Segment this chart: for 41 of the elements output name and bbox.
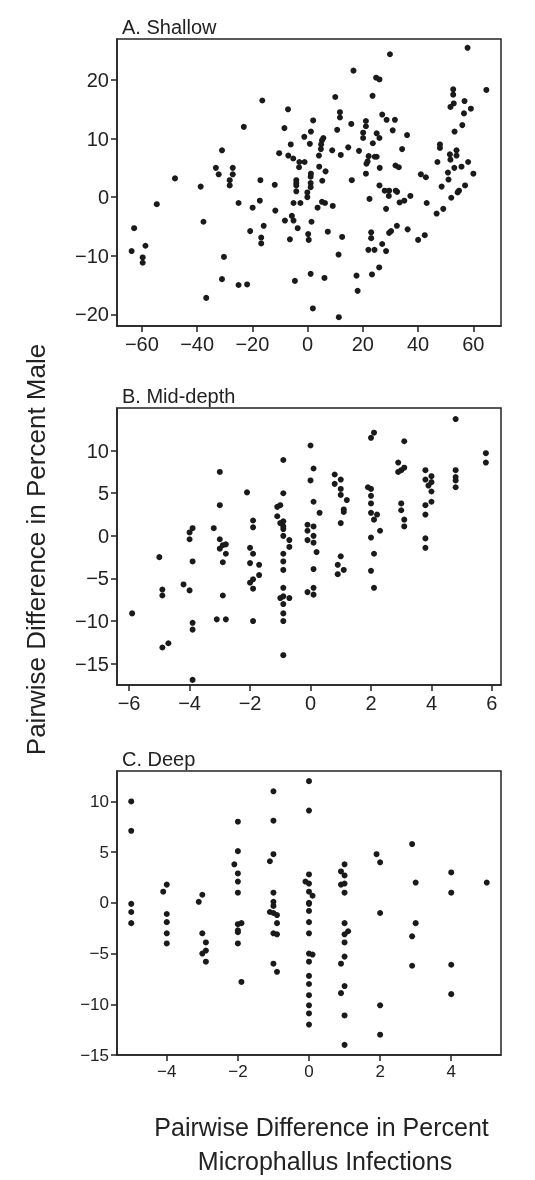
y-tick-label: 5 [99, 842, 109, 862]
x-tick-label: −6 [117, 692, 141, 714]
x-tick-label: 60 [462, 333, 485, 355]
y-tick-label: 0 [99, 893, 109, 913]
x-tick-label: −4 [178, 692, 201, 714]
y-tick-label: 10 [86, 127, 109, 150]
x-tick-label: 0 [304, 692, 317, 714]
x-axis-title: Pairwise Difference in Percent Microphallus Infections [154, 1113, 496, 1175]
x-tick-label: −2 [228, 1062, 248, 1081]
x-tick-label: −4 [157, 1062, 177, 1081]
y-tick-label: 10 [90, 791, 109, 811]
x-tick-label: 6 [486, 692, 498, 714]
y-tick-label: −15 [80, 1045, 109, 1065]
y-tick-label: −10 [75, 610, 109, 633]
chart-title: A. Shallow [122, 16, 218, 38]
x-tick-label: 20 [351, 333, 374, 355]
x-tick-label: −40 [180, 333, 215, 355]
y-tick-label: −5 [89, 944, 109, 964]
x-tick-label: 2 [365, 692, 377, 714]
x-tick-label: 0 [304, 1062, 314, 1081]
y-tick-label: 20 [86, 69, 109, 91]
chart-title: C. Deep [122, 748, 196, 770]
y-tick-label: −20 [75, 303, 109, 326]
y-tick-label: −10 [80, 994, 109, 1014]
x-tick-label: 40 [407, 333, 430, 355]
x-tick-label: −20 [235, 333, 270, 355]
y-tick-label: 5 [97, 482, 109, 505]
x-tick-label: 4 [425, 692, 438, 714]
y-tick-label: −10 [75, 244, 109, 267]
chart-title: B. Mid-depth [122, 385, 236, 407]
x-tick-label: −2 [238, 692, 262, 714]
x-tick-label: 4 [446, 1062, 456, 1081]
y-tick-label: −5 [86, 567, 109, 590]
x-tick-label: 2 [375, 1062, 385, 1081]
y-tick-label: 0 [97, 524, 109, 547]
y-axis-title: Pairwise Difference in Percent Male [21, 343, 51, 756]
y-tick-label: 0 [97, 186, 109, 209]
x-tick-label: 0 [302, 333, 314, 355]
y-tick-label: 10 [86, 439, 109, 462]
x-tick-label: −60 [124, 333, 159, 355]
y-tick-label: −15 [75, 652, 109, 675]
